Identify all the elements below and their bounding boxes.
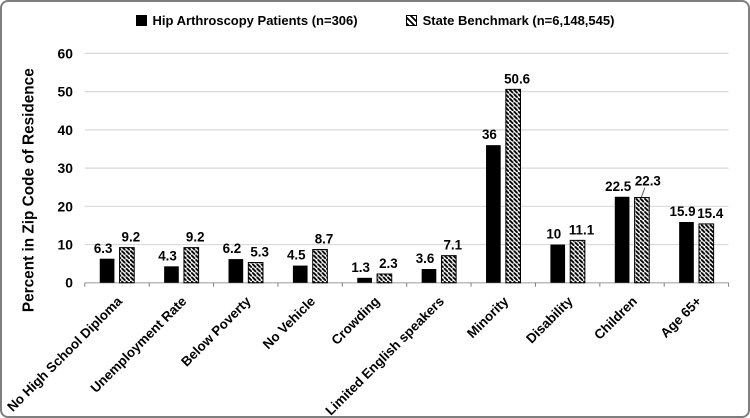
bar-patients bbox=[679, 222, 694, 283]
bar-benchmark bbox=[698, 223, 715, 284]
bar-benchmark bbox=[247, 262, 264, 284]
x-category-label: Limited English speakers bbox=[322, 294, 447, 416]
bar-patients bbox=[421, 269, 437, 283]
x-category-label: Below Poverty bbox=[178, 293, 254, 369]
x-category-label: Minority bbox=[464, 293, 512, 341]
data-label-benchmark: 9.2 bbox=[186, 230, 205, 245]
callout-leader-line bbox=[640, 187, 646, 198]
hatch-square-icon bbox=[405, 15, 417, 26]
legend-item-benchmark: State Benchmark (n=6,148,545) bbox=[405, 13, 615, 28]
data-label-benchmark: 8.7 bbox=[315, 232, 334, 247]
y-tick-label: 0 bbox=[65, 275, 73, 291]
x-category-label: Children bbox=[591, 294, 640, 343]
y-tick-label: 20 bbox=[57, 198, 73, 214]
bar-benchmark bbox=[183, 247, 200, 284]
bar-benchmark bbox=[119, 247, 135, 284]
legend-label-benchmark: State Benchmark (n=6,148,545) bbox=[422, 13, 615, 28]
bar-benchmark bbox=[440, 255, 457, 284]
data-label-benchmark: 2.3 bbox=[379, 256, 398, 271]
data-label-patients: 6.2 bbox=[223, 241, 242, 256]
data-label-patients: 4.5 bbox=[287, 248, 306, 263]
data-label-benchmark: 50.6 bbox=[504, 71, 530, 86]
bar-patients bbox=[99, 258, 115, 283]
data-label-patients: 36 bbox=[482, 127, 497, 142]
data-label-patients: 15.9 bbox=[670, 204, 696, 219]
bar-benchmark bbox=[569, 239, 586, 284]
bar-benchmark bbox=[312, 249, 328, 284]
y-tick-label: 30 bbox=[57, 160, 73, 176]
bar-patients bbox=[357, 277, 372, 283]
data-label-patients: 6.3 bbox=[94, 241, 113, 256]
bar-patients bbox=[614, 196, 630, 283]
x-category-label: Crowding bbox=[328, 294, 382, 348]
bar-patients bbox=[486, 145, 501, 283]
solid-square-icon bbox=[135, 15, 147, 26]
data-label-benchmark-callout: 22.3 bbox=[635, 174, 661, 189]
bar-benchmark bbox=[634, 197, 650, 284]
x-category-label: Disability bbox=[523, 293, 576, 346]
data-label-patients: 22.5 bbox=[605, 179, 632, 194]
legend-item-patients: Hip Arthroscopy Patients (n=306) bbox=[135, 13, 358, 28]
data-label-benchmark: 11.1 bbox=[569, 222, 595, 237]
bar-patients bbox=[292, 265, 308, 283]
data-label-benchmark: 5.3 bbox=[250, 245, 269, 260]
chart-legend: Hip Arthroscopy Patients (n=306) State B… bbox=[2, 13, 748, 28]
y-tick-label: 50 bbox=[57, 84, 73, 100]
bar-patients bbox=[164, 266, 179, 283]
data-label-benchmark: 9.2 bbox=[122, 230, 141, 245]
data-label-patients: 1.3 bbox=[351, 260, 370, 275]
data-label-patients: 3.6 bbox=[416, 251, 435, 266]
data-label-benchmark: 15.4 bbox=[697, 206, 724, 221]
y-axis-title: Percent in Zip Code of Residence bbox=[20, 68, 37, 312]
data-label-benchmark: 7.1 bbox=[443, 238, 462, 253]
bar-patients bbox=[550, 244, 566, 283]
x-category-label: No Vehicle bbox=[260, 294, 318, 352]
data-label-patients: 10 bbox=[546, 227, 561, 242]
data-label-patients: 4.3 bbox=[158, 248, 177, 263]
bar-benchmark bbox=[505, 88, 521, 284]
y-tick-label: 60 bbox=[57, 45, 73, 61]
x-category-label: Age 65+ bbox=[657, 293, 704, 340]
y-tick-label: 40 bbox=[57, 122, 73, 138]
bar-benchmark bbox=[376, 273, 393, 284]
legend-label-patients: Hip Arthroscopy Patients (n=306) bbox=[152, 13, 358, 28]
y-tick-label: 10 bbox=[57, 237, 73, 253]
bar-patients bbox=[228, 259, 244, 283]
